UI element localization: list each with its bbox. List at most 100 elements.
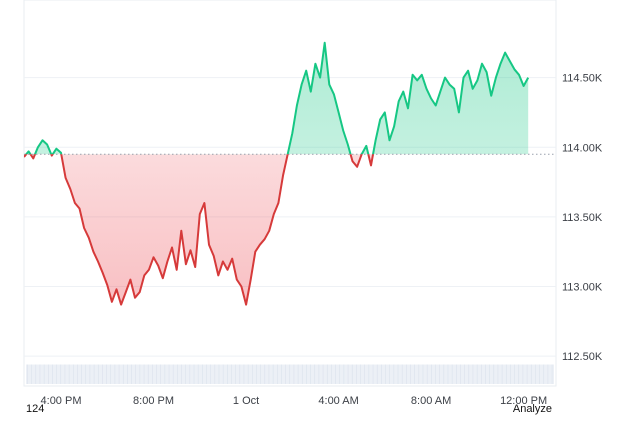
data-point[interactable] [119,302,123,306]
data-point[interactable] [105,283,109,287]
data-point[interactable] [378,117,382,121]
data-point[interactable] [521,84,525,88]
data-point[interactable] [221,259,225,263]
data-point[interactable] [489,94,493,98]
data-point[interactable] [137,290,141,294]
data-point[interactable] [429,96,433,100]
data-point[interactable] [373,138,377,142]
data-point[interactable] [73,201,77,205]
data-point[interactable] [142,273,146,277]
data-point[interactable] [517,73,521,77]
data-point[interactable] [40,138,44,142]
data-point[interactable] [466,68,470,72]
data-point[interactable] [364,144,368,148]
data-point[interactable] [211,254,215,258]
data-point[interactable] [230,256,234,260]
data-point[interactable] [480,62,484,66]
data-point[interactable] [161,276,165,280]
data-point[interactable] [397,99,401,103]
data-point[interactable] [475,78,479,82]
data-point[interactable] [225,268,229,272]
data-point[interactable] [91,250,95,254]
data-point[interactable] [327,82,331,86]
data-point[interactable] [63,176,67,180]
data-point[interactable] [244,302,248,306]
data-point[interactable] [124,290,128,294]
data-point[interactable] [392,124,396,128]
data-point[interactable] [313,62,317,66]
data-point[interactable] [193,265,197,269]
data-point[interactable] [198,212,202,216]
data-point[interactable] [179,229,183,233]
data-point[interactable] [207,243,211,247]
data-point[interactable] [31,156,35,160]
data-point[interactable] [512,67,516,71]
data-point[interactable] [355,165,359,169]
data-point[interactable] [341,128,345,132]
data-point[interactable] [387,138,391,142]
data-point[interactable] [235,277,239,281]
data-point[interactable] [96,259,100,263]
data-point[interactable] [508,59,512,63]
data-point[interactable] [457,110,461,114]
data-point[interactable] [438,89,442,93]
data-point[interactable] [22,155,26,159]
data-point[interactable] [50,153,54,157]
data-point[interactable] [45,142,49,146]
data-point[interactable] [383,110,387,114]
data-point[interactable] [410,73,414,77]
data-point[interactable] [114,287,118,291]
data-point[interactable] [216,273,220,277]
data-point[interactable] [290,131,294,135]
data-point[interactable] [188,248,192,252]
data-point[interactable] [452,87,456,91]
data-point[interactable] [258,243,262,247]
data-point[interactable] [447,82,451,86]
data-point[interactable] [110,300,114,304]
data-point[interactable] [350,159,354,163]
data-point[interactable] [165,259,169,263]
data-point[interactable] [82,226,86,230]
data-point[interactable] [503,50,507,54]
data-point[interactable] [253,250,257,254]
data-point[interactable] [498,62,502,66]
data-point[interactable] [77,206,81,210]
data-point[interactable] [318,75,322,79]
data-point[interactable] [336,110,340,114]
data-point[interactable] [443,75,447,79]
data-point[interactable] [484,70,488,74]
data-point[interactable] [147,268,151,272]
data-point[interactable] [424,87,428,91]
data-point[interactable] [526,75,530,79]
data-point[interactable] [100,270,104,274]
data-point[interactable] [322,41,326,45]
data-point[interactable] [184,262,188,266]
data-point[interactable] [174,268,178,272]
data-point[interactable] [36,145,40,149]
data-point[interactable] [26,149,30,153]
data-point[interactable] [471,87,475,91]
data-point[interactable] [420,73,424,77]
data-point[interactable] [239,284,243,288]
data-point[interactable] [272,212,276,216]
data-point[interactable] [332,92,336,96]
data-point[interactable] [54,146,58,150]
data-point[interactable] [87,236,91,240]
data-point[interactable] [68,187,72,191]
data-point[interactable] [360,152,364,156]
data-point[interactable] [346,142,350,146]
data-point[interactable] [434,103,438,107]
data-point[interactable] [151,255,155,259]
data-point[interactable] [267,229,271,233]
data-point[interactable] [406,106,410,110]
data-point[interactable] [262,237,266,241]
data-point[interactable] [494,75,498,79]
data-point[interactable] [128,277,132,281]
data-point[interactable] [281,173,285,177]
data-point[interactable] [299,82,303,86]
data-point[interactable] [170,245,174,249]
data-point[interactable] [369,163,373,167]
data-point[interactable] [248,277,252,281]
data-point[interactable] [304,68,308,72]
